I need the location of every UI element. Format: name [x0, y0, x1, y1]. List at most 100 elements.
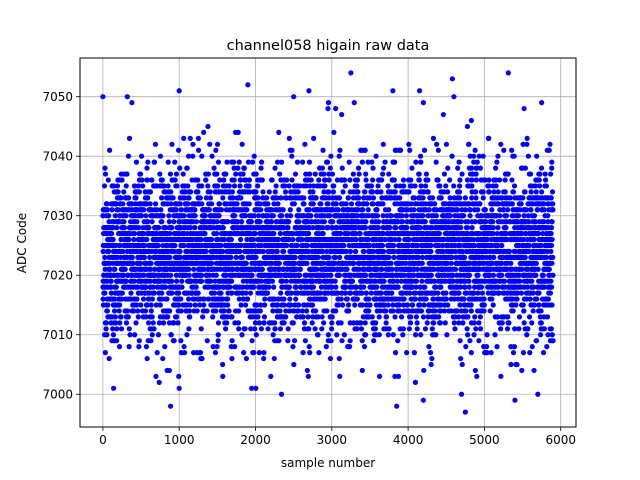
data-point [442, 320, 448, 326]
data-point [236, 159, 242, 165]
data-point [172, 242, 178, 249]
data-point [433, 159, 439, 165]
data-point [283, 278, 290, 284]
data-point [271, 284, 277, 290]
data-point [214, 230, 220, 237]
data-point [209, 260, 215, 266]
data-point [380, 201, 386, 207]
data-point [473, 326, 479, 332]
data-point [412, 379, 419, 385]
data-point [459, 171, 465, 177]
data-point [337, 373, 343, 380]
data-point [408, 177, 414, 183]
data-point [400, 326, 406, 332]
data-point [350, 171, 356, 177]
data-point [157, 153, 164, 159]
data-point [220, 296, 226, 302]
data-point [198, 278, 205, 284]
data-point [400, 177, 407, 183]
data-point [167, 403, 174, 409]
data-point [238, 177, 244, 183]
data-point [339, 165, 345, 171]
data-point [397, 147, 404, 153]
data-point [218, 290, 224, 296]
data-point [250, 284, 257, 290]
data-point [241, 165, 247, 171]
data-point [379, 266, 385, 272]
data-point [208, 278, 214, 284]
data-point [134, 296, 140, 302]
data-point [323, 344, 329, 350]
data-point [327, 165, 333, 171]
data-point [175, 147, 182, 153]
data-point [236, 296, 242, 302]
data-point [308, 177, 314, 183]
data-point [362, 147, 368, 153]
data-point [185, 296, 192, 302]
data-point [374, 284, 380, 290]
data-point [110, 326, 116, 332]
data-point [203, 195, 209, 201]
data-point [215, 332, 221, 338]
data-point [269, 207, 275, 213]
data-point [363, 332, 369, 338]
data-point [129, 254, 135, 260]
data-point [181, 135, 187, 141]
data-point [235, 320, 241, 326]
data-point [143, 314, 149, 320]
data-point [221, 308, 227, 314]
data-point [403, 213, 409, 219]
data-point [310, 201, 316, 207]
data-point [290, 236, 296, 243]
data-point [281, 296, 287, 302]
data-point [312, 171, 318, 177]
data-point [108, 290, 114, 296]
data-point [136, 344, 142, 350]
data-point [413, 278, 420, 284]
data-point [352, 302, 358, 308]
data-point [307, 183, 313, 189]
data-point [253, 332, 259, 338]
data-point [159, 219, 165, 225]
data-point [285, 338, 291, 344]
data-point [458, 355, 464, 362]
data-point [302, 338, 308, 344]
data-point [354, 326, 360, 332]
data-point [326, 189, 332, 195]
data-point [103, 320, 109, 326]
data-point [315, 332, 321, 338]
data-point [245, 159, 252, 165]
data-point [251, 153, 257, 159]
data-point [113, 284, 119, 290]
data-point [307, 350, 313, 356]
data-point [257, 201, 263, 207]
data-point [458, 219, 464, 225]
data-point [304, 260, 310, 266]
data-point [247, 290, 254, 296]
data-point [418, 183, 424, 189]
data-point [141, 254, 147, 260]
data-point [456, 290, 462, 296]
data-point [207, 141, 213, 147]
data-point [186, 326, 192, 332]
data-point [174, 183, 180, 189]
data-point [319, 326, 325, 332]
data-point [447, 213, 453, 219]
data-point [429, 195, 436, 201]
data-point [388, 213, 394, 219]
data-point [204, 338, 210, 344]
data-point [392, 314, 398, 320]
data-point [441, 171, 448, 177]
data-point [146, 225, 152, 231]
data-point [278, 290, 284, 296]
data-point [389, 290, 395, 296]
data-point [454, 207, 461, 213]
data-point [422, 219, 428, 225]
data-point [296, 272, 303, 278]
data-point [242, 302, 249, 308]
data-point [174, 314, 180, 320]
data-point [259, 159, 265, 165]
data-point [205, 171, 212, 177]
data-point [290, 344, 296, 350]
data-point [197, 350, 204, 356]
